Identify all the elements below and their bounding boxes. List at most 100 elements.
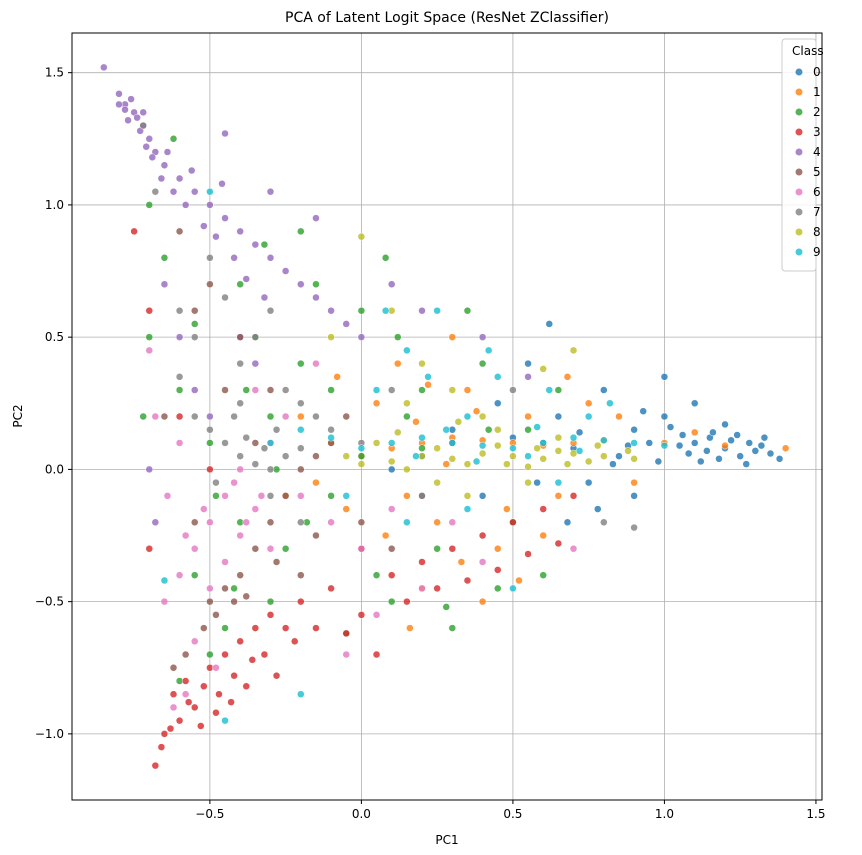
data-point [509,386,517,394]
data-point [357,460,366,468]
data-point [472,407,481,415]
data-point [630,425,638,434]
data-point [600,518,608,527]
data-point [387,457,396,466]
data-point [221,129,229,138]
data-point [387,439,396,447]
data-point [151,187,160,196]
data-point [615,452,623,460]
legend-item: 3 [795,125,821,139]
data-point [100,63,108,72]
data-point [327,333,335,341]
data-point [494,399,502,408]
data-point [575,447,584,455]
data-point [297,465,305,474]
data-point [494,425,502,434]
data-point [630,478,638,487]
data-point [433,518,441,527]
legend: Class 0 1 2 3 4 5 6 7 8 9 [781,38,824,272]
data-point [433,444,441,452]
data-point [297,227,305,236]
data-point [381,531,390,540]
data-point [721,420,729,429]
legend-marker [795,188,803,196]
data-point [281,267,290,275]
data-point [403,412,411,421]
data-point [660,412,669,421]
data-point [124,116,132,125]
legend-label: 0 [813,65,821,79]
data-point [297,571,305,579]
data-point [639,407,647,415]
data-point [242,433,250,442]
data-point [424,381,432,389]
data-point [251,505,260,513]
data-point [563,373,572,381]
data-point [533,444,541,452]
data-point [463,505,472,513]
data-point [554,539,563,548]
data-point [266,306,275,315]
data-point [342,320,350,328]
data-point [236,280,244,289]
x-tick-label: −0.5 [195,807,224,821]
data-point [448,624,457,632]
data-point [472,457,481,466]
data-point [387,597,396,606]
data-point [554,412,563,421]
data-point [251,359,260,368]
data-point [478,333,487,341]
data-point [297,518,305,527]
series-class-4 [100,63,532,527]
data-point [251,460,260,468]
data-point [160,576,169,585]
legend-item: 8 [795,225,821,239]
data-point [212,232,220,241]
data-point [175,227,184,236]
data-point [312,452,320,460]
data-point [251,624,260,632]
data-point [251,240,260,249]
data-point [327,518,335,527]
data-point [151,518,160,527]
data-point [357,452,366,460]
data-point [145,135,154,143]
data-point [139,412,147,421]
data-point [163,148,172,156]
data-point [221,439,229,447]
legend-marker [795,168,803,176]
data-point [312,624,320,632]
data-point [394,333,402,341]
data-point [584,399,593,408]
data-point [539,531,547,540]
data-point [690,399,699,408]
data-point [418,306,426,315]
data-point [509,444,517,452]
data-point [600,386,608,394]
data-point [678,431,687,439]
data-point [524,463,532,471]
data-point [212,478,220,487]
data-point [297,399,305,408]
legend-item: 0 [795,65,821,79]
data-point [600,436,608,445]
data-point [357,333,366,341]
data-points [100,63,790,770]
data-point [197,722,205,730]
legend-label: 9 [813,245,821,259]
data-point [418,433,426,442]
data-point [545,320,554,328]
data-point [212,708,220,717]
data-point [327,386,335,394]
data-point [115,90,123,98]
data-point [478,412,487,421]
data-point [424,373,432,381]
data-point [190,518,199,527]
data-point [463,412,472,421]
data-point [387,280,396,289]
data-point [272,558,281,566]
legend-marker [795,148,803,156]
data-point [175,412,184,421]
legend-item: 9 [795,245,821,259]
